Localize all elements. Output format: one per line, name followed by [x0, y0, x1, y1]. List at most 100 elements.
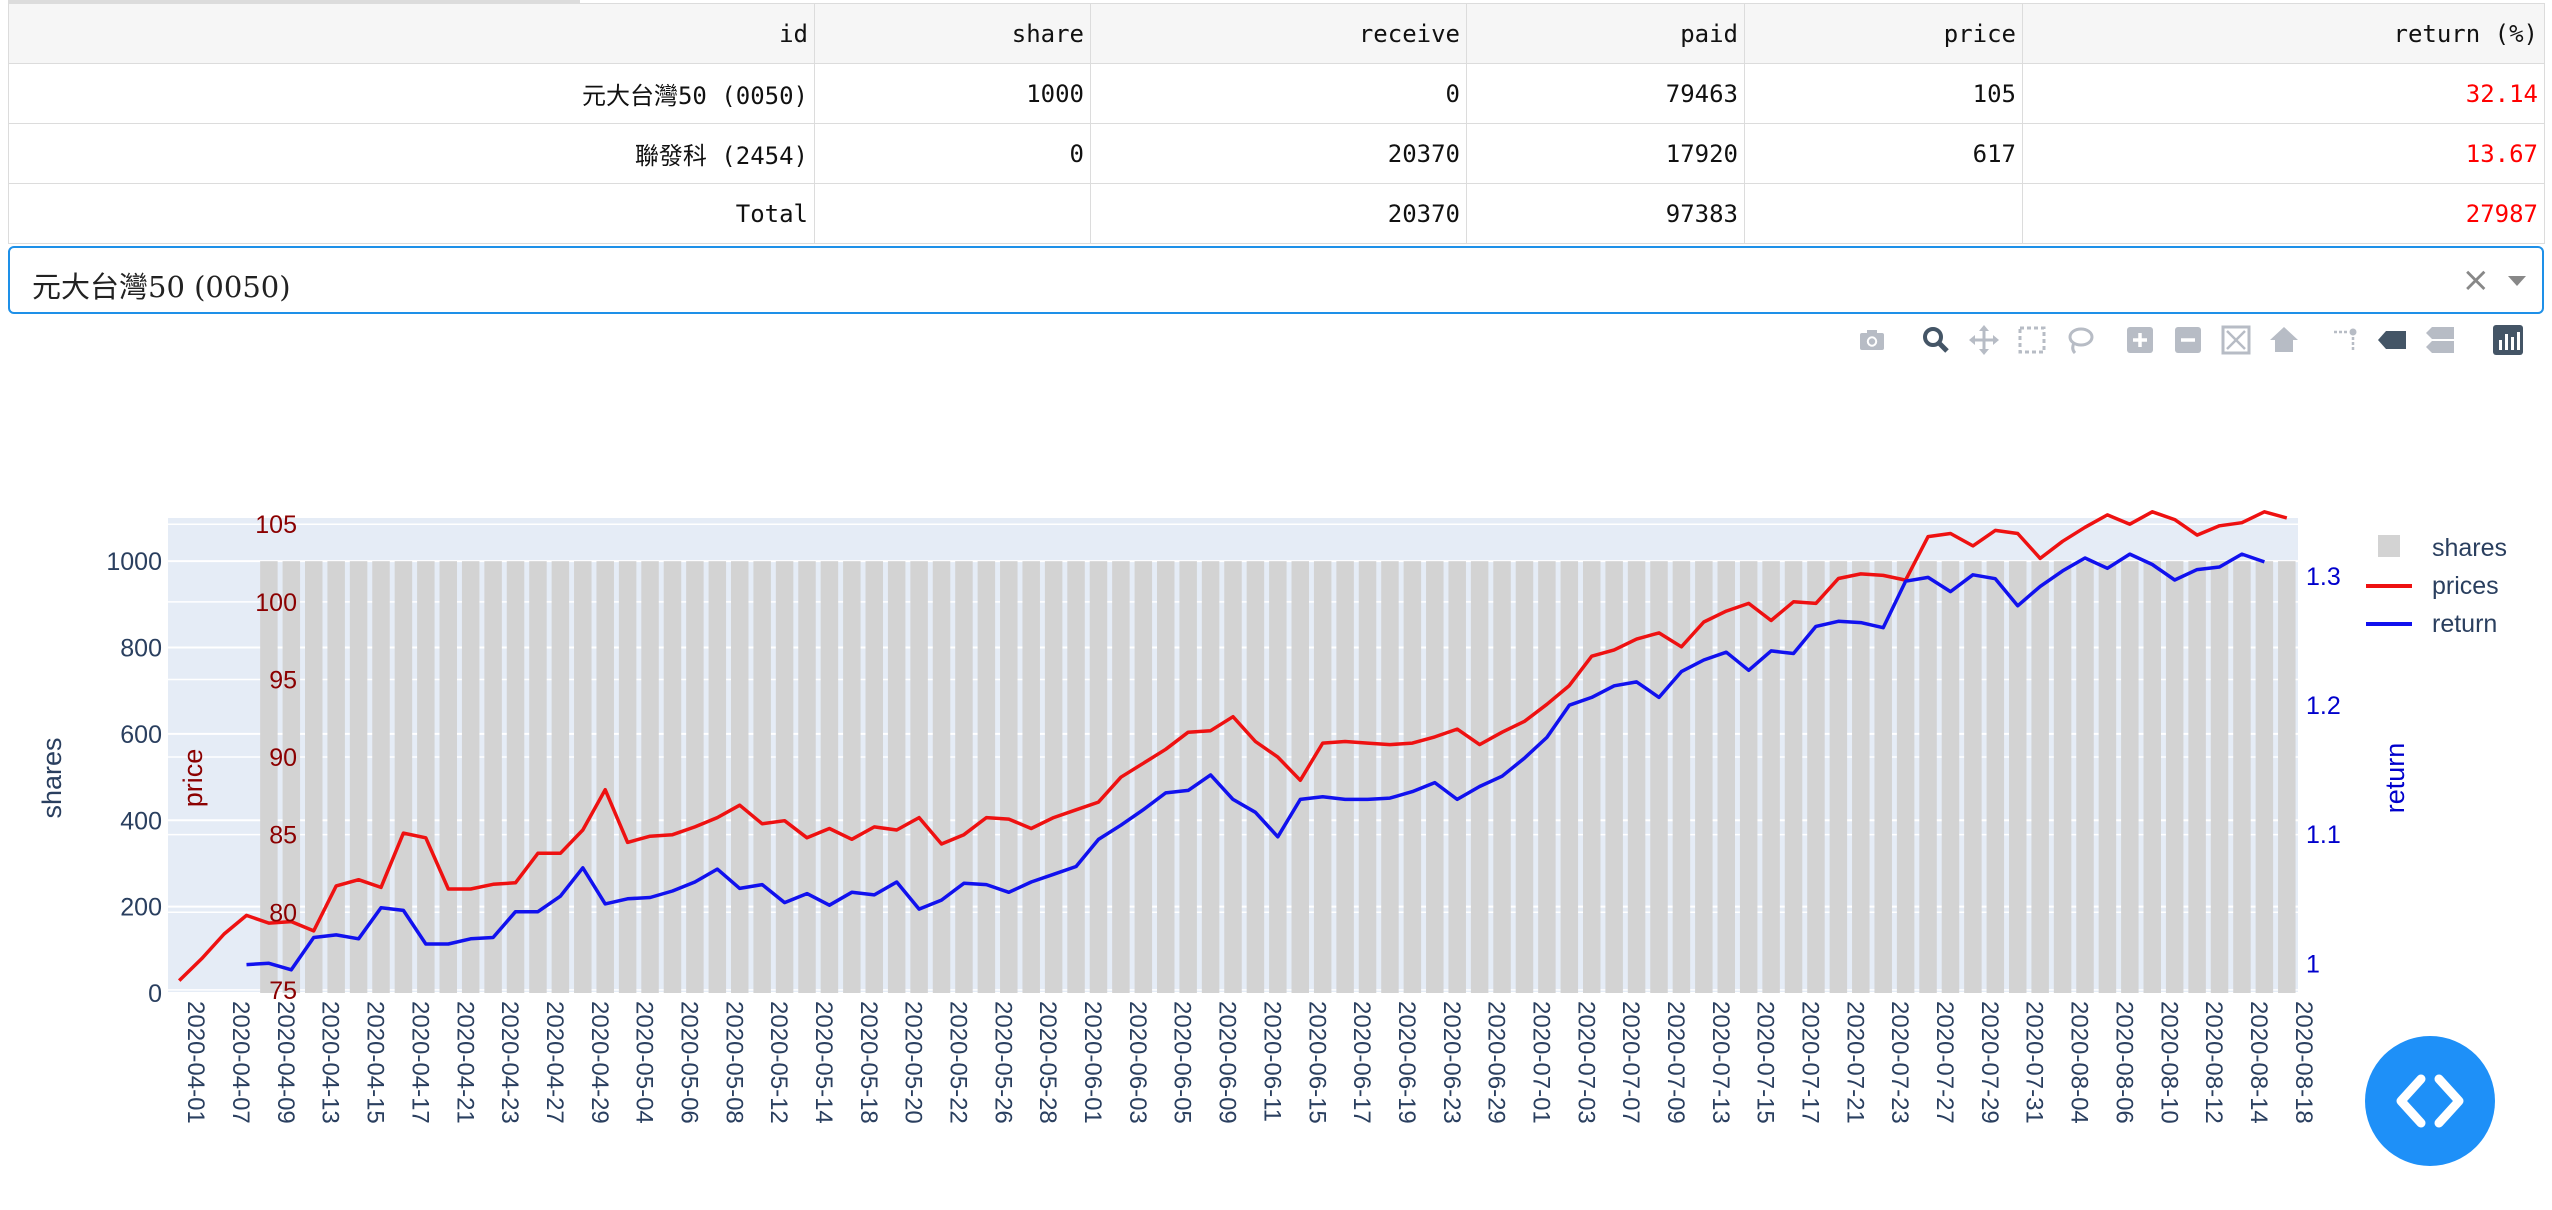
shares-bar — [1448, 561, 1466, 993]
x-tick-label: 2020-05-26 — [989, 1001, 1016, 1124]
zoom-icon[interactable] — [1918, 322, 1954, 358]
hover-compare-icon[interactable] — [2422, 322, 2458, 358]
x-tick-label: 2020-04-29 — [586, 1001, 613, 1124]
x-tick-label: 2020-08-18 — [2290, 1001, 2317, 1124]
shares-bar — [1672, 561, 1691, 993]
cell-receive: 0 — [1090, 63, 1467, 124]
col-header-return[interactable]: return (%) — [2022, 3, 2545, 64]
shares-bar — [1044, 561, 1063, 993]
table-row[interactable]: Total 20370 97383 27987 — [8, 183, 2545, 244]
cell-paid: 79463 — [1466, 63, 1745, 124]
shares-bar — [327, 561, 345, 993]
shares-bar — [1403, 561, 1422, 993]
zoom-out-icon[interactable] — [2170, 322, 2206, 358]
x-tick-label: 2020-06-09 — [1214, 1001, 1241, 1124]
y-tick-label-price: 90 — [269, 744, 297, 772]
legend-swatch-shares[interactable] — [2378, 535, 2400, 557]
scrollbar-strip — [8, 0, 580, 3]
x-tick-label: 2020-06-23 — [1438, 1001, 1465, 1124]
table-row[interactable]: 聯發科 (2454) 0 20370 17920 617 13.67 — [8, 123, 2545, 184]
y-tick-label-price: 105 — [255, 511, 297, 539]
x-tick-label: 2020-04-01 — [182, 1001, 209, 1124]
plotly-logo-icon[interactable] — [2490, 322, 2526, 358]
y-tick-label-price: 80 — [269, 899, 297, 927]
x-tick-label: 2020-06-15 — [1303, 1001, 1330, 1124]
shares-bar — [2233, 561, 2251, 993]
shares-bar — [2121, 561, 2139, 993]
legend-label-return[interactable]: return — [2432, 610, 2497, 638]
col-header-receive[interactable]: receive — [1090, 3, 1467, 64]
reset-axes-icon[interactable] — [2266, 322, 2302, 358]
autoscale-icon[interactable] — [2218, 322, 2254, 358]
x-tick-label: 2020-05-18 — [855, 1001, 882, 1124]
shares-bar — [1986, 561, 2005, 993]
col-header-share[interactable]: share — [814, 3, 1091, 64]
x-tick-label: 2020-07-23 — [1886, 1001, 1913, 1124]
shares-bar — [686, 561, 704, 993]
x-tick-label: 2020-08-04 — [2066, 1001, 2093, 1124]
y-tick-label-price: 100 — [255, 589, 297, 617]
spike-lines-icon[interactable] — [2326, 322, 2362, 358]
shares-bar — [708, 561, 727, 993]
shares-bar — [1739, 561, 1758, 993]
shares-bar — [820, 561, 839, 993]
shares-bar — [1829, 561, 1848, 993]
table-header-row: id share receive paid price return (%) — [8, 3, 2545, 64]
shares-bar — [2188, 561, 2206, 993]
code-icon — [2396, 1074, 2464, 1128]
x-tick-label: 2020-07-09 — [1662, 1001, 1689, 1124]
shares-bar — [1605, 561, 1623, 993]
x-tick-label: 2020-06-11 — [1258, 1001, 1285, 1122]
shares-bar — [1067, 561, 1085, 993]
shares-price-return-chart[interactable]: 0 200 400 600 800 1000 75 80 85 90 95 100 105 1 1.1 1.2… — [0, 360, 2552, 1210]
x-tick-label: 2020-07-13 — [1707, 1001, 1734, 1124]
shares-bar — [1650, 561, 1668, 993]
shares-bar — [1964, 561, 1982, 993]
shares-bar — [1000, 561, 1018, 993]
shares-bar — [1874, 561, 1892, 993]
shares-bar — [2210, 561, 2229, 993]
shares-bar — [304, 561, 323, 993]
pan-icon[interactable] — [1966, 322, 2002, 358]
table-row[interactable]: 元大台灣50 (0050) 1000 0 79463 105 32.14 — [8, 63, 2545, 124]
cell-price: 105 — [1744, 63, 2023, 124]
shares-bar — [2143, 561, 2162, 993]
stock-dropdown[interactable]: 元大台灣50 (0050) × — [8, 246, 2544, 314]
shares-bar — [887, 561, 906, 993]
y-tick-label-return: 1 — [2306, 950, 2320, 978]
code-toggle-button[interactable] — [2365, 1036, 2495, 1166]
col-header-price[interactable]: price — [1744, 3, 2023, 64]
shares-bar — [1022, 561, 1040, 993]
cell-id: 元大台灣50 (0050) — [8, 63, 815, 124]
clear-icon[interactable]: × — [2461, 260, 2491, 300]
axes: 0 200 400 600 800 1000 75 80 85 90 95 100 105 1 1.1 1.2… — [106, 511, 2340, 1124]
x-tick-label: 2020-04-07 — [227, 1001, 254, 1124]
y-tick-label-shares: 800 — [120, 635, 162, 663]
lasso-select-icon[interactable] — [2062, 322, 2098, 358]
legend-label-prices[interactable]: prices — [2432, 572, 2499, 600]
chevron-down-icon[interactable] — [2508, 276, 2526, 286]
legend-label-shares[interactable]: shares — [2432, 534, 2507, 562]
box-select-icon[interactable] — [2014, 322, 2050, 358]
x-tick-label: 2020-07-29 — [1976, 1001, 2003, 1124]
shares-bar — [843, 561, 861, 993]
y-tick-label-price: 85 — [269, 822, 297, 850]
shares-bar — [2098, 561, 2117, 993]
x-tick-label: 2020-06-19 — [1393, 1001, 1420, 1124]
camera-icon[interactable] — [1854, 322, 1890, 358]
shares-bar — [1919, 561, 1937, 993]
col-header-id[interactable]: id — [8, 3, 815, 64]
x-tick-label: 2020-05-14 — [810, 1001, 837, 1124]
col-header-paid[interactable]: paid — [1466, 3, 1745, 64]
shares-bar — [1762, 561, 1780, 993]
x-tick-label: 2020-05-06 — [675, 1001, 702, 1124]
shares-bar — [1941, 561, 1960, 993]
zoom-in-icon[interactable] — [2122, 322, 2158, 358]
shares-bar — [1807, 561, 1825, 993]
x-tick-label: 2020-05-08 — [720, 1001, 747, 1124]
x-tick-label: 2020-04-23 — [496, 1001, 523, 1124]
shares-bar — [977, 561, 996, 993]
cell-price: 617 — [1744, 123, 2023, 184]
y-tick-label-return: 1.3 — [2306, 563, 2341, 591]
hover-closest-icon[interactable] — [2374, 322, 2410, 358]
